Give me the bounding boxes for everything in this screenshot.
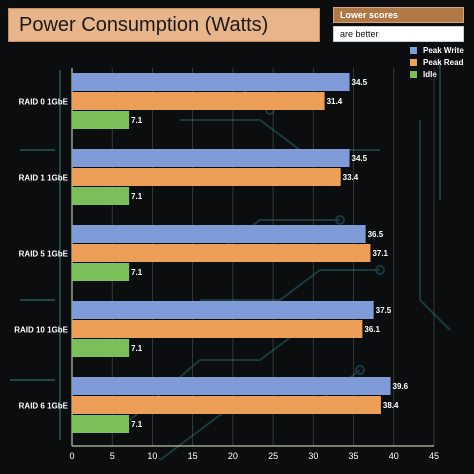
- x-tick-label: 15: [188, 451, 198, 461]
- bar-peak-read: [72, 92, 325, 110]
- note-are-better: are better: [333, 26, 464, 42]
- bar-peak-write: [72, 301, 374, 319]
- category-label: RAID 10 1GbE: [14, 326, 68, 335]
- value-label: 34.5: [352, 154, 368, 163]
- x-tick-label: 30: [308, 451, 318, 461]
- x-tick-label: 35: [349, 451, 359, 461]
- bar-peak-read: [72, 396, 381, 414]
- value-label: 7.1: [131, 420, 143, 429]
- x-tick-label: 5: [110, 451, 115, 461]
- legend-item-peak-read: Peak Read: [410, 56, 464, 68]
- legend-label-peak-read: Peak Read: [423, 57, 464, 67]
- value-label: 33.4: [343, 173, 359, 182]
- value-label: 34.5: [352, 78, 368, 87]
- x-tick-label: 40: [389, 451, 399, 461]
- value-label: 7.1: [131, 268, 143, 277]
- value-label: 36.1: [364, 325, 380, 334]
- value-label: 37.1: [372, 249, 388, 258]
- category-label: RAID 1 1GbE: [19, 174, 69, 183]
- value-label: 36.5: [368, 230, 384, 239]
- bar-peak-write: [72, 377, 391, 395]
- value-label: 37.5: [376, 306, 392, 315]
- bar-peak-read: [72, 244, 371, 262]
- x-tick-label: 25: [268, 451, 278, 461]
- legend-item-idle: Idle: [410, 68, 464, 80]
- x-tick-label: 45: [429, 451, 439, 461]
- category-label: RAID 0 1GbE: [19, 98, 69, 107]
- bar-peak-read: [72, 168, 341, 186]
- bar-idle: [72, 339, 130, 357]
- bar-peak-write: [72, 149, 350, 167]
- category-label: RAID 5 1GbE: [19, 250, 69, 259]
- value-label: 38.4: [383, 401, 399, 410]
- x-tick-label: 0: [69, 451, 74, 461]
- bar-peak-write: [72, 225, 366, 243]
- legend-swatch-idle: [410, 70, 417, 78]
- value-label: 7.1: [131, 344, 143, 353]
- chart-title: Power Consumption (Watts): [19, 13, 269, 36]
- category-label: RAID 6 1GbE: [19, 402, 69, 411]
- legend-label-idle: Idle: [423, 69, 437, 79]
- chart-title-box: Power Consumption (Watts): [8, 8, 320, 42]
- x-tick-label: 20: [228, 451, 238, 461]
- value-label: 31.4: [327, 97, 343, 106]
- bar-idle: [72, 187, 130, 205]
- legend: Peak Write Peak Read Idle: [410, 44, 464, 80]
- legend-swatch-peak-read: [410, 58, 417, 66]
- legend-item-peak-write: Peak Write: [410, 44, 464, 56]
- legend-swatch-peak-write: [410, 46, 417, 54]
- bar-peak-read: [72, 320, 363, 338]
- bar-idle: [72, 263, 130, 281]
- value-label: 7.1: [131, 192, 143, 201]
- bar-idle: [72, 415, 130, 433]
- legend-label-peak-write: Peak Write: [423, 45, 464, 55]
- bar-idle: [72, 111, 130, 129]
- x-tick-label: 10: [147, 451, 157, 461]
- value-label: 39.6: [393, 382, 409, 391]
- bar-peak-write: [72, 73, 350, 91]
- note-lower-scores: Lower scores: [333, 7, 464, 23]
- value-label: 7.1: [131, 116, 143, 125]
